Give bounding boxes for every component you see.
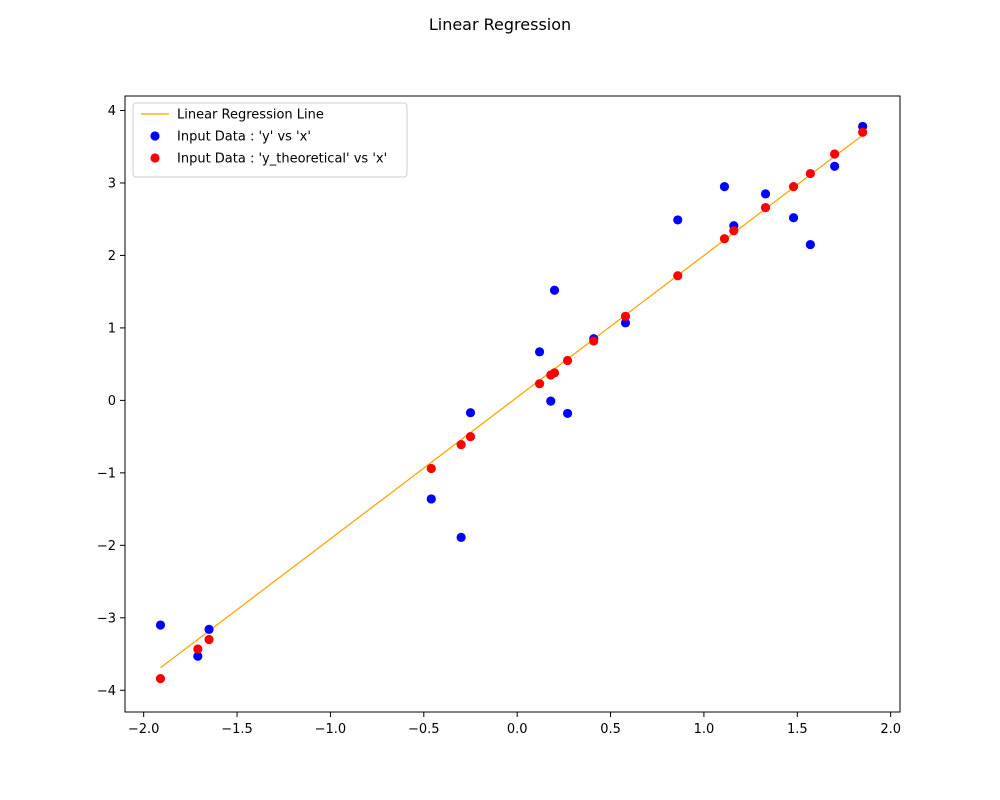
data-point-series-1-3 (426, 494, 436, 504)
y-tick-label: 2 (108, 249, 116, 264)
x-tick-label: 2.0 (880, 722, 901, 737)
legend-label: Input Data : 'y_theoretical' vs 'x' (177, 152, 387, 167)
legend: Linear Regression Line Input Data : 'y' v… (132, 102, 408, 178)
data-point-series-2-13 (719, 234, 730, 244)
y-tick-label: −4 (97, 684, 116, 699)
data-point-series-2-11 (620, 311, 631, 321)
data-point-series-2-8 (549, 368, 560, 378)
data-point-series-1-9 (562, 408, 573, 419)
legend-marker-swatch (150, 131, 160, 141)
x-tick-label: −0.5 (408, 722, 440, 737)
data-point-series-1-18 (830, 161, 840, 171)
data-point-series-2-3 (426, 463, 436, 474)
x-tick-label: −1.5 (221, 722, 253, 737)
data-point-series-1-16 (788, 213, 799, 223)
y-tick-label: −3 (97, 611, 116, 626)
regression-line (160, 134, 864, 669)
data-point-series-2-1 (193, 644, 203, 654)
x-tick-label: 1.5 (787, 722, 808, 737)
y-tick-label: 1 (108, 321, 116, 336)
data-point-series-2-14 (729, 226, 739, 236)
data-point-series-2-5 (465, 432, 476, 442)
data-point-series-2-18 (830, 149, 840, 159)
data-point-series-1-15 (760, 189, 771, 199)
data-point-series-1-0 (155, 620, 166, 630)
data-point-series-1-8 (549, 285, 560, 295)
legend-label: Input Data : 'y' vs 'x' (177, 130, 311, 145)
legend-marker-swatch (150, 153, 160, 163)
data-point-series-1-7 (546, 396, 556, 406)
legend-box (132, 102, 408, 178)
y-tick-label: 3 (108, 176, 116, 191)
data-point-series-2-10 (589, 336, 599, 346)
plot-area (155, 121, 868, 684)
y-tick-label: −2 (97, 539, 116, 554)
data-point-series-2-15 (760, 203, 771, 213)
chart-title: Linear Regression (429, 15, 571, 34)
data-point-series-2-12 (673, 271, 683, 281)
data-point-series-1-13 (719, 181, 730, 192)
data-point-series-1-4 (456, 532, 466, 542)
data-point-series-2-19 (858, 127, 868, 137)
data-point-series-1-2 (204, 624, 214, 634)
data-point-series-2-9 (562, 355, 573, 366)
data-point-series-1-1 (193, 651, 203, 661)
data-point-series-1-12 (673, 215, 683, 225)
y-tick-label: 4 (108, 104, 116, 119)
x-tick-label: 0.0 (507, 722, 528, 737)
legend-label: Linear Regression Line (177, 108, 324, 123)
data-point-series-2-6 (534, 379, 545, 389)
data-point-series-1-5 (465, 408, 476, 418)
x-tick-label: −2.0 (128, 722, 160, 737)
data-point-series-1-17 (805, 239, 815, 250)
axes: −2.0 −1.5 −1.0 −0.5 0.0 0.5 1.0 1.5 2.0 −4 −3 −2 −1 0… (97, 95, 901, 737)
y-tick-label: 0 (108, 394, 116, 409)
data-point-series-1-6 (534, 347, 545, 357)
data-point-series-2-4 (456, 439, 466, 450)
data-point-series-1-11 (620, 318, 631, 328)
y-tick-label: −1 (97, 466, 116, 481)
data-point-series-2-16 (788, 181, 799, 192)
axes-frame (124, 95, 901, 713)
x-tick-label: −1.0 (315, 722, 347, 737)
x-tick-label: 1.0 (694, 722, 715, 737)
data-point-series-2-17 (805, 168, 815, 179)
x-tick-label: 0.5 (600, 722, 621, 737)
data-point-series-2-0 (155, 674, 166, 684)
data-point-series-2-2 (204, 634, 214, 645)
